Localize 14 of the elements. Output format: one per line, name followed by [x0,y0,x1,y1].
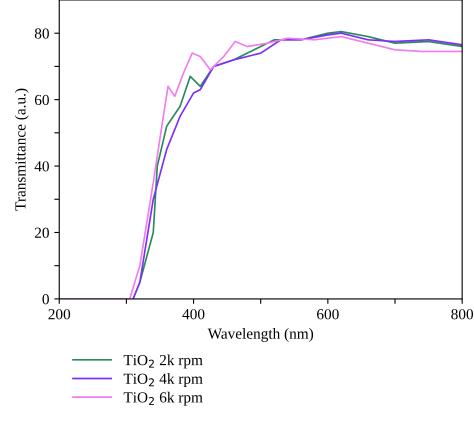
x-tick-label: 400 [182,309,204,320]
legend-label: TiO$_{2}$ 4k rpm [124,373,203,387]
legend-label: TiO$_{2}$ 2k rpm [124,354,203,368]
x-axis-title: Wavelength (nm) [208,328,314,342]
y-tick-label: 0 [42,294,49,304]
y-axis-title: Transmittance (a.u.) [14,88,29,211]
legend-label: TiO$_{2}$ 6k rpm [124,392,203,406]
y-tick-label: 60 [34,94,49,106]
y-tick-label: 40 [34,161,49,172]
x-tick-label: 200 [48,309,70,320]
y-tick-label: 80 [34,28,49,39]
y-tick-label: 20 [34,228,49,238]
x-tick-label: 600 [317,309,339,320]
x-tick-label: 800 [451,309,474,320]
